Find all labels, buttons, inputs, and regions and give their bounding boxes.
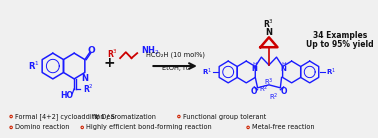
Text: HO: HO (60, 91, 73, 100)
FancyBboxPatch shape (0, 0, 362, 138)
Text: Functional group tolerant: Functional group tolerant (183, 114, 266, 120)
Text: R$^1$: R$^1$ (202, 66, 212, 78)
Text: N: N (252, 66, 257, 72)
Text: 34 Examples: 34 Examples (313, 31, 367, 40)
Circle shape (10, 126, 12, 129)
Text: H: H (281, 62, 286, 67)
Text: 2: 2 (95, 115, 98, 120)
Text: Formal [4+2] cycloaddition / S: Formal [4+2] cycloaddition / S (15, 113, 115, 120)
Text: R$^3$: R$^3$ (107, 48, 118, 60)
Text: R$^1$: R$^1$ (325, 66, 336, 78)
Text: N: N (265, 28, 273, 37)
Text: HCO₂H (10 mol%): HCO₂H (10 mol%) (146, 52, 204, 58)
Circle shape (10, 115, 12, 118)
Text: Highly efficient bond-forming reaction: Highly efficient bond-forming reaction (86, 124, 212, 130)
Text: NH$_2$: NH$_2$ (141, 45, 160, 57)
Text: R$^1$: R$^1$ (28, 60, 40, 72)
Text: R$^3$: R$^3$ (264, 76, 274, 87)
Text: Domino reaction: Domino reaction (15, 124, 69, 130)
Text: N: N (280, 66, 286, 72)
Text: N: N (81, 74, 88, 83)
Text: R$^2$: R$^2$ (259, 84, 269, 95)
Circle shape (178, 115, 180, 118)
Text: H: H (252, 62, 257, 67)
Text: O: O (251, 87, 257, 96)
Text: N: N (92, 114, 97, 119)
Text: R$^2$: R$^2$ (269, 92, 279, 103)
Text: R$^3$: R$^3$ (263, 17, 274, 30)
Circle shape (81, 126, 84, 129)
Text: / Dearomatization: / Dearomatization (98, 114, 156, 120)
Text: EtOH, rt: EtOH, rt (162, 65, 188, 71)
Text: Metal-free reaction: Metal-free reaction (252, 124, 314, 130)
Circle shape (247, 126, 249, 129)
Text: +: + (104, 56, 116, 70)
Text: O: O (88, 46, 95, 55)
Text: O: O (281, 87, 287, 96)
Text: Up to 95% yield: Up to 95% yield (306, 40, 374, 49)
Text: R$^2$: R$^2$ (83, 83, 93, 95)
